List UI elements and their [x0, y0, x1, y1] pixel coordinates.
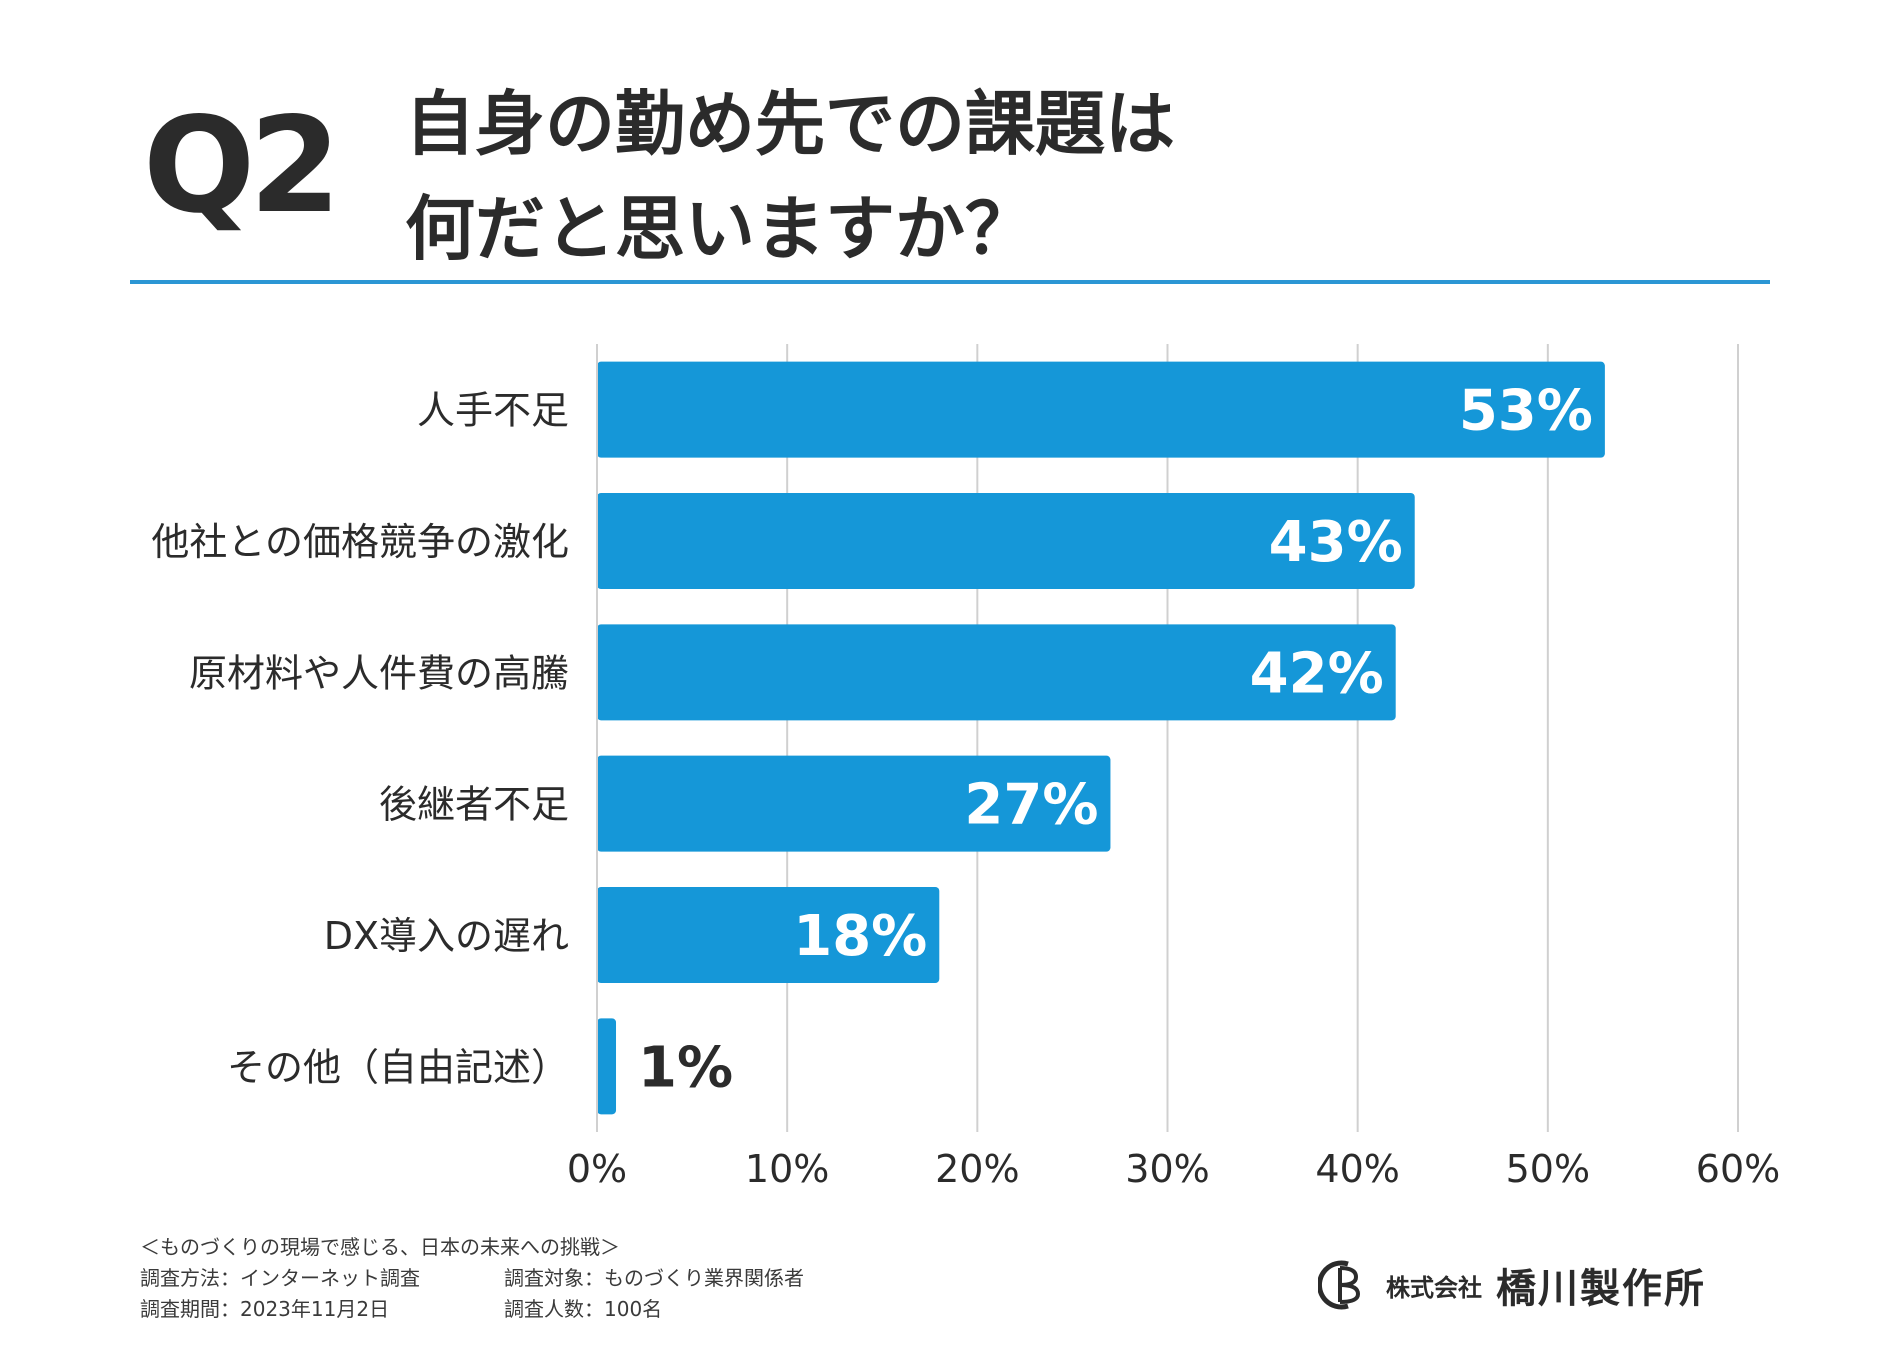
bar: [597, 361, 1605, 458]
value-label: 53%: [1459, 379, 1593, 444]
company-label: 株式会社: [1386, 1273, 1482, 1302]
value-label: 42%: [1250, 641, 1384, 706]
category-label: その他（自由記述）: [227, 1045, 569, 1089]
value-label: 27%: [964, 773, 1098, 838]
question-title-line-1: 自身の勤め先での課題は: [405, 83, 1175, 165]
question-number: Q2: [143, 89, 341, 243]
bar: [597, 887, 940, 983]
x-tick-label: 20%: [935, 1147, 1019, 1191]
x-tick-label: 60%: [1696, 1147, 1780, 1191]
bar: [597, 755, 1111, 852]
x-tick-label: 0%: [567, 1147, 627, 1191]
survey-method: 調査方法：インターネット調査: [140, 1266, 420, 1290]
question-title: 自身の勤め先での課題は 何だと思いますか？: [405, 72, 1805, 282]
x-tick-label: 40%: [1315, 1147, 1399, 1191]
x-tick-label: 50%: [1506, 1147, 1590, 1191]
bar: [597, 624, 1396, 721]
value-label: 1%: [638, 1035, 733, 1100]
header-divider: [130, 280, 1770, 284]
survey-footer: ＜ものづくりの現場で感じる、日本の未来への挑戦＞ 調査方法：インターネット調査 …: [140, 1232, 804, 1325]
category-label: 人手不足: [417, 389, 569, 433]
question-title-line-2: 何だと思いますか？: [405, 188, 1035, 270]
value-label: 43%: [1269, 510, 1403, 575]
x-tick-label: 10%: [745, 1147, 829, 1191]
category-label: DX導入の遅れ: [324, 914, 569, 958]
survey-period: 調査期間：2023年11月2日: [140, 1297, 390, 1321]
bar-chart: 0% 10% 20% 30% 40% 50% 60% 人手不足 53% 他社との価格競争の激化 43…: [151, 344, 1780, 1191]
survey-target: 調査対象：ものづくり業界関係者: [504, 1266, 804, 1290]
category-label: 原材料や人件費の高騰: [189, 651, 569, 695]
bar: [597, 493, 1415, 589]
category-label: 他社との価格競争の激化: [151, 520, 569, 564]
value-label: 18%: [793, 904, 927, 969]
company-name: 橋川製作所: [1496, 1266, 1706, 1312]
x-tick-label: 30%: [1125, 1147, 1209, 1191]
survey-name: ＜ものづくりの現場で感じる、日本の未来への挑戦＞: [140, 1235, 620, 1259]
survey-count: 調査人数：100名: [504, 1297, 663, 1321]
company-logo-mark-icon: [1318, 1260, 1361, 1310]
category-label: 後継者不足: [379, 783, 569, 827]
bar: [597, 1018, 617, 1115]
company-logo: 株式会社 橋川製作所: [1318, 1256, 1706, 1314]
